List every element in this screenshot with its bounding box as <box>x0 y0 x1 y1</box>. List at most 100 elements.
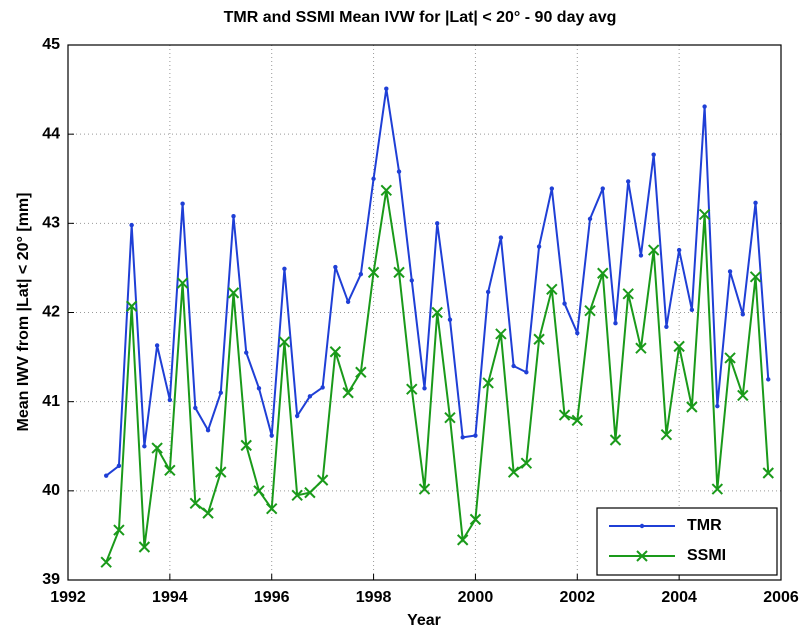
marker <box>154 343 160 348</box>
x-tick-label: 1994 <box>152 589 188 606</box>
marker <box>584 305 596 317</box>
marker <box>367 266 380 279</box>
marker <box>546 283 558 296</box>
marker <box>129 222 134 228</box>
marker <box>482 377 494 389</box>
marker <box>664 324 669 329</box>
marker <box>266 502 278 515</box>
marker <box>766 377 771 382</box>
marker <box>558 409 571 421</box>
y-tick-label: 43 <box>42 215 60 232</box>
x-tick-label: 1992 <box>50 589 86 606</box>
marker <box>113 524 125 536</box>
marker <box>473 433 478 438</box>
marker <box>342 387 354 399</box>
x-tick-label: 2006 <box>763 589 799 606</box>
legend-box <box>596 507 778 576</box>
marker <box>371 176 376 181</box>
marker <box>189 497 202 510</box>
x-tick-label: 2000 <box>458 589 494 606</box>
y-tick-label: 42 <box>42 304 60 321</box>
marker <box>329 346 342 358</box>
marker <box>562 301 567 306</box>
marker <box>116 463 122 469</box>
marker <box>125 300 138 312</box>
x-axis-label: Year <box>407 612 441 629</box>
marker <box>485 289 491 295</box>
y-tick-label: 41 <box>42 393 60 410</box>
marker <box>762 467 774 479</box>
marker <box>205 428 211 433</box>
y-tick-label: 40 <box>42 482 60 499</box>
chart-title: TMR and SSMI Mean IVW for |Lat| < 20° - … <box>224 9 617 26</box>
y-tick-label: 39 <box>42 571 60 588</box>
legend-label: SSMI <box>687 547 726 564</box>
marker <box>253 485 265 497</box>
marker <box>444 412 456 424</box>
marker <box>469 513 482 526</box>
marker <box>231 214 236 219</box>
marker <box>355 366 367 378</box>
marker <box>100 556 112 568</box>
marker <box>164 464 176 477</box>
legend-label: TMR <box>687 517 722 534</box>
plot-frame <box>67 44 782 581</box>
marker <box>151 442 163 454</box>
x-tick-label: 1998 <box>356 589 392 606</box>
marker <box>393 266 405 279</box>
marker <box>507 466 520 478</box>
marker <box>291 489 303 501</box>
marker <box>660 428 673 441</box>
marker <box>240 439 252 452</box>
marker <box>575 330 580 336</box>
marker <box>282 266 287 272</box>
marker <box>587 216 593 222</box>
marker <box>320 385 325 390</box>
marker <box>495 328 507 340</box>
marker <box>511 363 516 369</box>
marker <box>636 550 648 562</box>
legend: TMR SSMI <box>596 507 778 576</box>
marker <box>278 336 291 348</box>
marker <box>227 287 240 299</box>
marker <box>635 342 647 354</box>
marker <box>256 386 262 391</box>
marker <box>460 435 465 440</box>
marker <box>639 523 645 529</box>
marker <box>406 383 418 395</box>
marker <box>737 389 749 402</box>
marker <box>622 288 634 300</box>
marker <box>456 534 469 546</box>
marker <box>316 474 329 486</box>
marker <box>686 401 698 413</box>
marker <box>753 200 758 206</box>
marker <box>520 457 533 469</box>
y-tick-label: 45 <box>42 36 60 53</box>
marker <box>103 473 109 478</box>
marker <box>651 152 656 157</box>
marker <box>396 169 402 174</box>
marker <box>638 253 644 258</box>
marker <box>524 370 529 375</box>
marker <box>498 235 504 240</box>
marker <box>711 483 724 495</box>
marker <box>597 267 609 279</box>
marker <box>218 390 223 395</box>
x-tick-label: 2002 <box>559 589 595 606</box>
marker <box>647 244 660 256</box>
marker <box>435 221 440 226</box>
marker <box>549 186 555 191</box>
marker <box>600 186 605 191</box>
marker <box>571 414 583 427</box>
marker <box>333 264 338 270</box>
marker <box>533 333 545 345</box>
marker <box>244 350 249 355</box>
y-tick-label: 44 <box>42 125 60 142</box>
marker <box>698 208 711 221</box>
marker <box>422 386 427 391</box>
marker <box>536 244 542 249</box>
marker <box>193 405 198 411</box>
marker <box>749 271 762 283</box>
marker <box>609 434 622 446</box>
